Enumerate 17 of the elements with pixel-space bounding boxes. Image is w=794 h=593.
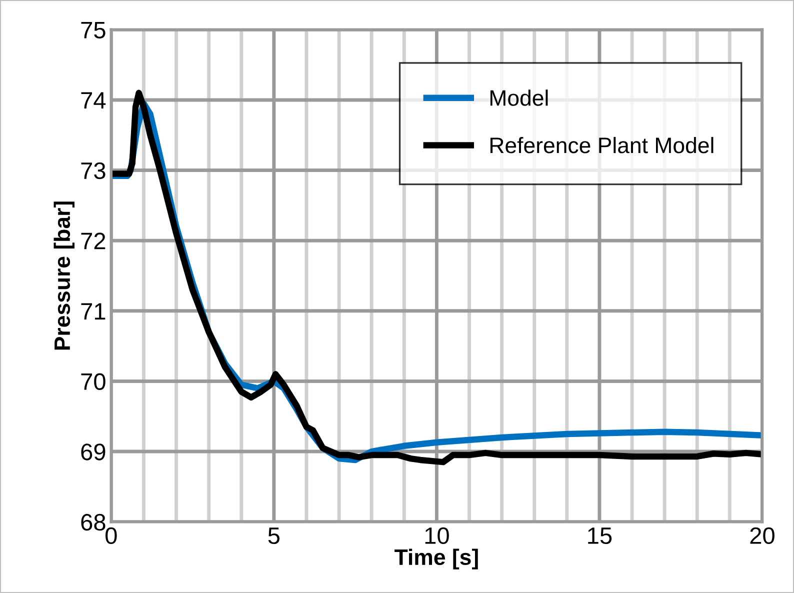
y-tick-label: 73 [81, 162, 106, 180]
y-tick-label: 68 [81, 514, 106, 531]
y-tick-label: 69 [81, 444, 106, 460]
x-tick-label: 20 [750, 527, 774, 544]
x-axis-title: Time [s] [394, 548, 478, 570]
y-axis-title: Pressure [bar] [54, 202, 74, 350]
y-tick-label: 72 [81, 232, 106, 250]
x-tick-label: 5 [268, 528, 280, 544]
y-tick-label: 71 [81, 303, 106, 320]
x-tick-label: 15 [588, 528, 612, 544]
legend-label: Reference Plant Model [490, 136, 714, 154]
x-tick-label: 0 [106, 527, 117, 544]
y-tick-label: 75 [81, 22, 106, 38]
y-tick-label: 74 [81, 92, 106, 109]
y-tick-label: 70 [81, 373, 106, 390]
x-tick-label: 10 [425, 527, 449, 544]
legend-label: Model [490, 90, 548, 106]
